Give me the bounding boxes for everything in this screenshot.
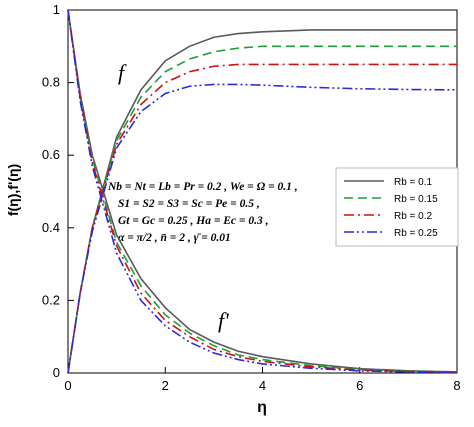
legend-label: Rb = 0.2: [394, 211, 433, 222]
y-tick-label: 0.2: [42, 292, 60, 307]
x-tick-label: 4: [259, 378, 266, 393]
y-tick-label: 0: [53, 365, 60, 380]
x-tick-label: 2: [162, 378, 169, 393]
data-line: [67, 9, 458, 373]
y-tick-label: 1: [53, 2, 60, 17]
x-tick-label: 6: [356, 378, 363, 393]
parameter-line: α = π/2 , n̄ = 2 , γ̄ = 0.01: [118, 232, 231, 244]
legend-label: Rb = 0.1: [394, 177, 433, 188]
x-tick-label: 8: [453, 378, 460, 393]
legend: Rb = 0.1 Rb = 0.15 Rb = 0.2 Rb = 0.25: [335, 167, 459, 247]
parameter-block: Nb = Nt = Lb = Pr = 0.2 , We = Ω = 0.1 ,…: [107, 181, 298, 244]
y-tick-label: 0.6: [42, 147, 60, 162]
parameter-line: Nb = Nt = Lb = Pr = 0.2 , We = Ω = 0.1 ,: [107, 181, 298, 193]
legend-label: Rb = 0.25: [394, 228, 438, 239]
data-line: [67, 9, 458, 374]
y-axis-label: f(η),f'(η): [5, 164, 21, 216]
x-axis-label: η: [257, 399, 267, 416]
legend-label: Rb = 0.15: [394, 194, 438, 205]
annotation: f: [118, 60, 127, 85]
annotation: f': [218, 308, 229, 333]
y-tick-label: 0.8: [42, 75, 60, 90]
x-tick-label: 0: [64, 378, 71, 393]
data-line: [67, 9, 458, 374]
data-line: [67, 63, 457, 374]
parameter-line: S1 = S2 = S3 = Sc = Pe = 0.5 ,: [118, 198, 260, 210]
y-tick-label: 0.4: [42, 220, 60, 235]
parameter-line: Gt = Gc = 0.25 , Ha = Ec = 0.3 ,: [118, 215, 268, 227]
data-line: [67, 83, 458, 374]
